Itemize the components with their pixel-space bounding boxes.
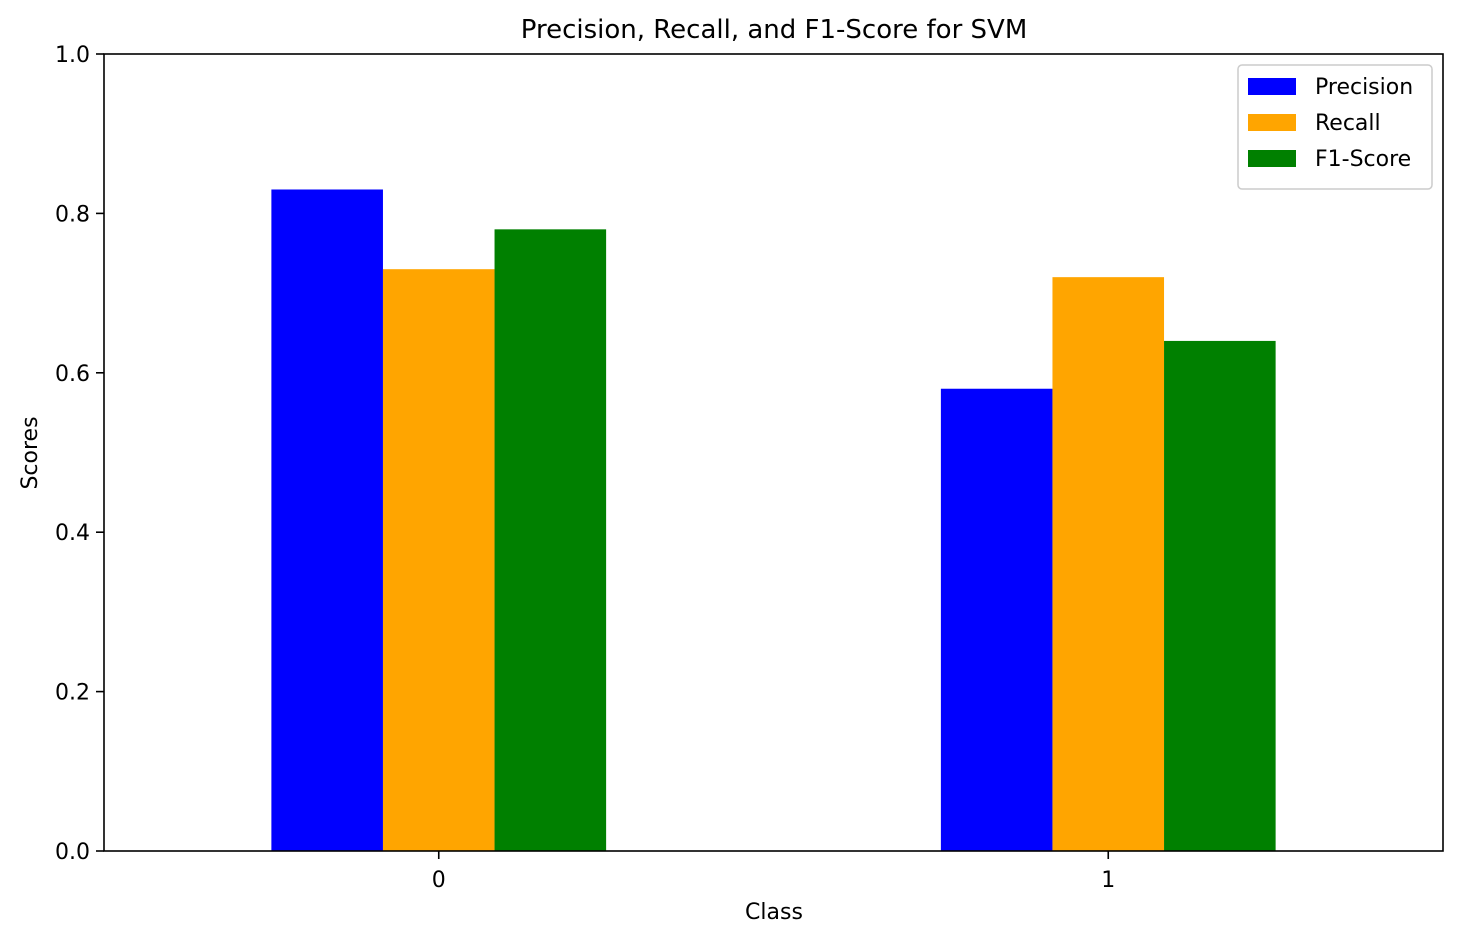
legend-label-recall: Recall bbox=[1315, 111, 1381, 136]
legend-swatch-f1-score bbox=[1248, 150, 1296, 167]
bar-f1-score-class-1 bbox=[1164, 340, 1276, 851]
y-tick-label: 1.0 bbox=[55, 43, 90, 68]
legend: Precision Recall F1-Score bbox=[1237, 64, 1433, 190]
x-tick-label: 0 bbox=[432, 868, 446, 893]
y-tick-label: 0.0 bbox=[55, 840, 90, 865]
bar-recall-class-0 bbox=[382, 269, 495, 851]
legend-label-f1-score: F1-Score bbox=[1315, 147, 1411, 172]
bar-precision-class-1 bbox=[940, 388, 1053, 851]
bars-layer bbox=[271, 189, 1276, 852]
x-tick-label: 1 bbox=[1101, 868, 1115, 893]
bar-recall-class-1 bbox=[1052, 277, 1165, 851]
y-tick-label: 0.8 bbox=[55, 202, 90, 227]
legend-swatch-recall bbox=[1248, 114, 1296, 131]
legend-label-precision: Precision bbox=[1315, 75, 1413, 100]
chart-title: Precision, Recall, and F1-Score for SVM bbox=[521, 15, 1028, 45]
y-axis-label: Scores bbox=[18, 416, 43, 489]
y-axis: 0.0 0.2 0.4 0.6 0.8 1.0 bbox=[55, 43, 104, 865]
bar-precision-class-0 bbox=[271, 189, 383, 852]
y-tick-label: 0.4 bbox=[55, 521, 90, 546]
x-axis-label: Class bbox=[745, 900, 803, 925]
legend-swatch-precision bbox=[1248, 78, 1296, 95]
plot-frame bbox=[103, 53, 1444, 852]
y-tick-label: 0.6 bbox=[55, 362, 90, 387]
bar-f1-score-class-0 bbox=[494, 229, 607, 852]
y-tick-label: 0.2 bbox=[55, 681, 90, 706]
